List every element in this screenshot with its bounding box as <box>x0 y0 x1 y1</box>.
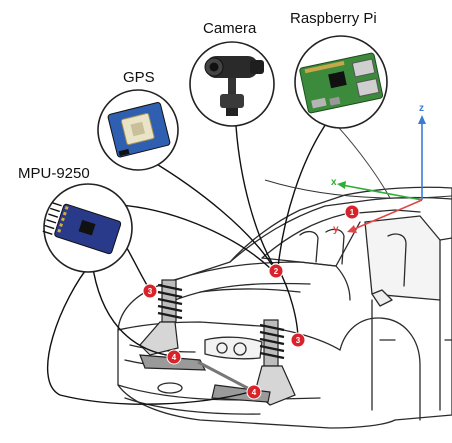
z-axis-label: z <box>419 103 424 114</box>
marker-1-label: 1 <box>350 208 355 217</box>
marker-3-right: 3 <box>290 332 306 348</box>
raspberry-pi-label: Raspberry Pi <box>290 10 377 27</box>
x-axis-arrow <box>337 181 346 189</box>
marker-4-left: 4 <box>166 349 182 365</box>
raspberry-pi-callout <box>294 35 388 129</box>
sensor-cables <box>46 117 452 405</box>
gps-label: GPS <box>123 69 155 86</box>
marker-2: 2 <box>268 263 284 279</box>
coil-spring-right <box>259 323 285 360</box>
y-axis-arrow <box>347 225 357 233</box>
marker-4-right: 4 <box>246 384 262 400</box>
marker-1: 1 <box>344 204 360 220</box>
marker-2-label: 2 <box>274 267 279 276</box>
marker-4-right-label: 4 <box>252 388 257 397</box>
y-axis-label: y <box>333 224 339 235</box>
mpu-9250-label: MPU-9250 <box>18 165 90 182</box>
mpu-chip <box>78 219 96 236</box>
y-axis <box>351 199 423 231</box>
gps-callout <box>97 89 179 171</box>
knuckle-left <box>139 321 179 356</box>
camera-label: Camera <box>203 20 257 37</box>
marker-3-left-label: 3 <box>148 287 153 296</box>
drive-shaft <box>197 360 256 394</box>
camera-callout <box>189 41 275 127</box>
marker-3-right-label: 3 <box>296 336 301 345</box>
pi-soc <box>328 71 347 89</box>
x-axis <box>341 184 423 201</box>
pi-usb-port <box>351 58 376 78</box>
coordinate-axes <box>337 115 426 233</box>
marker-4-left-label: 4 <box>172 353 177 362</box>
mpu-9250-callout <box>42 183 133 273</box>
camera-mount <box>220 94 244 108</box>
z-axis-arrow <box>418 115 426 124</box>
coil-spring-left <box>157 283 183 320</box>
marker-3-left: 3 <box>142 283 158 299</box>
position-markers: 1 2 3 3 4 4 <box>142 204 360 400</box>
x-axis-label: x <box>331 177 337 188</box>
